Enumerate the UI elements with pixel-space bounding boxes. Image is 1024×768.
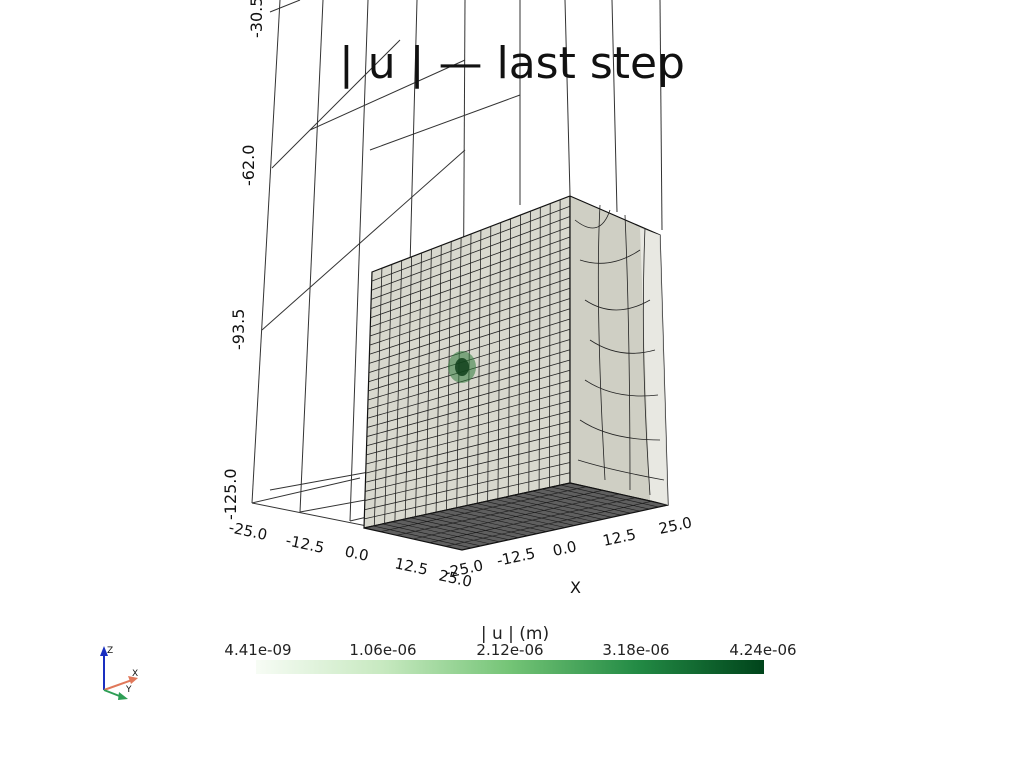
y-tick-4: 12.5 <box>393 554 429 579</box>
x-tick-2: -12.5 <box>495 544 537 570</box>
mesh-gridline <box>412 493 620 540</box>
colorbar-tick-5: 4.24e-06 <box>729 641 797 659</box>
mesh-gridline <box>370 246 571 319</box>
mesh-gridline <box>365 431 571 483</box>
z-tick-3: -93.5 <box>229 309 248 350</box>
orientation-y-label: Y <box>125 685 132 695</box>
x-tick-3: 0.0 <box>551 537 578 560</box>
mesh-gridline <box>366 380 571 437</box>
orientation-x-label: X <box>132 669 138 679</box>
mesh-gridline <box>366 390 571 447</box>
mesh-gridline <box>366 400 571 456</box>
colorbar-tick-3: 2.12e-06 <box>476 641 544 659</box>
mesh-gridline <box>429 497 636 543</box>
colorbar <box>256 660 764 674</box>
colorbar-tick-4: 3.18e-06 <box>602 641 670 659</box>
colorbar-tick-1: 4.41e-09 <box>224 641 292 659</box>
mesh-gridline <box>367 359 571 419</box>
orientation-widget[interactable]: Z X Y <box>100 646 138 700</box>
mesh-gridline <box>369 298 571 364</box>
mesh-gridline <box>369 267 571 337</box>
mesh-gridline <box>365 410 571 465</box>
mesh-gridline <box>369 287 571 355</box>
x-tick-1: -25.0 <box>443 556 485 582</box>
plot-title: | u | — last step <box>338 38 685 89</box>
mesh-gridline <box>445 501 652 547</box>
mesh-gridline <box>370 257 571 328</box>
colorbar-tick-2: 1.06e-06 <box>349 641 417 659</box>
mesh-gridline <box>369 277 571 346</box>
y-tick-1: -25.0 <box>227 518 269 544</box>
z-tick-1: -30.5 <box>247 0 266 38</box>
z-tick-2: -62.0 <box>239 145 258 186</box>
mesh-gridline <box>380 486 587 532</box>
x-axis-label: X <box>570 578 581 597</box>
mesh-gridline <box>396 490 603 536</box>
y-tick-3: 0.0 <box>343 542 370 565</box>
mesh-gridline <box>370 236 571 309</box>
orientation-z-label: Z <box>107 646 113 656</box>
mesh-gridline <box>371 226 571 300</box>
mesh-gridline <box>364 462 571 511</box>
mesh-gridline <box>365 421 571 474</box>
x-tick-4: 12.5 <box>601 525 637 550</box>
x-tick-5: 25.0 <box>657 513 693 538</box>
colorbar-title: | u | (m) <box>480 624 550 644</box>
y-tick-2: -12.5 <box>284 531 326 557</box>
mesh-gridline <box>371 216 571 291</box>
mesh-gridline <box>364 451 571 501</box>
mesh-gridline <box>368 318 571 383</box>
mesh-gridline <box>364 472 571 520</box>
z-tick-4: -125.0 <box>221 468 240 520</box>
mesh-gridline <box>371 205 571 282</box>
mesh-gridline <box>368 308 571 373</box>
mesh-gridline <box>365 441 571 492</box>
mesh-block <box>363 195 669 551</box>
mesh-gridline <box>367 369 571 428</box>
